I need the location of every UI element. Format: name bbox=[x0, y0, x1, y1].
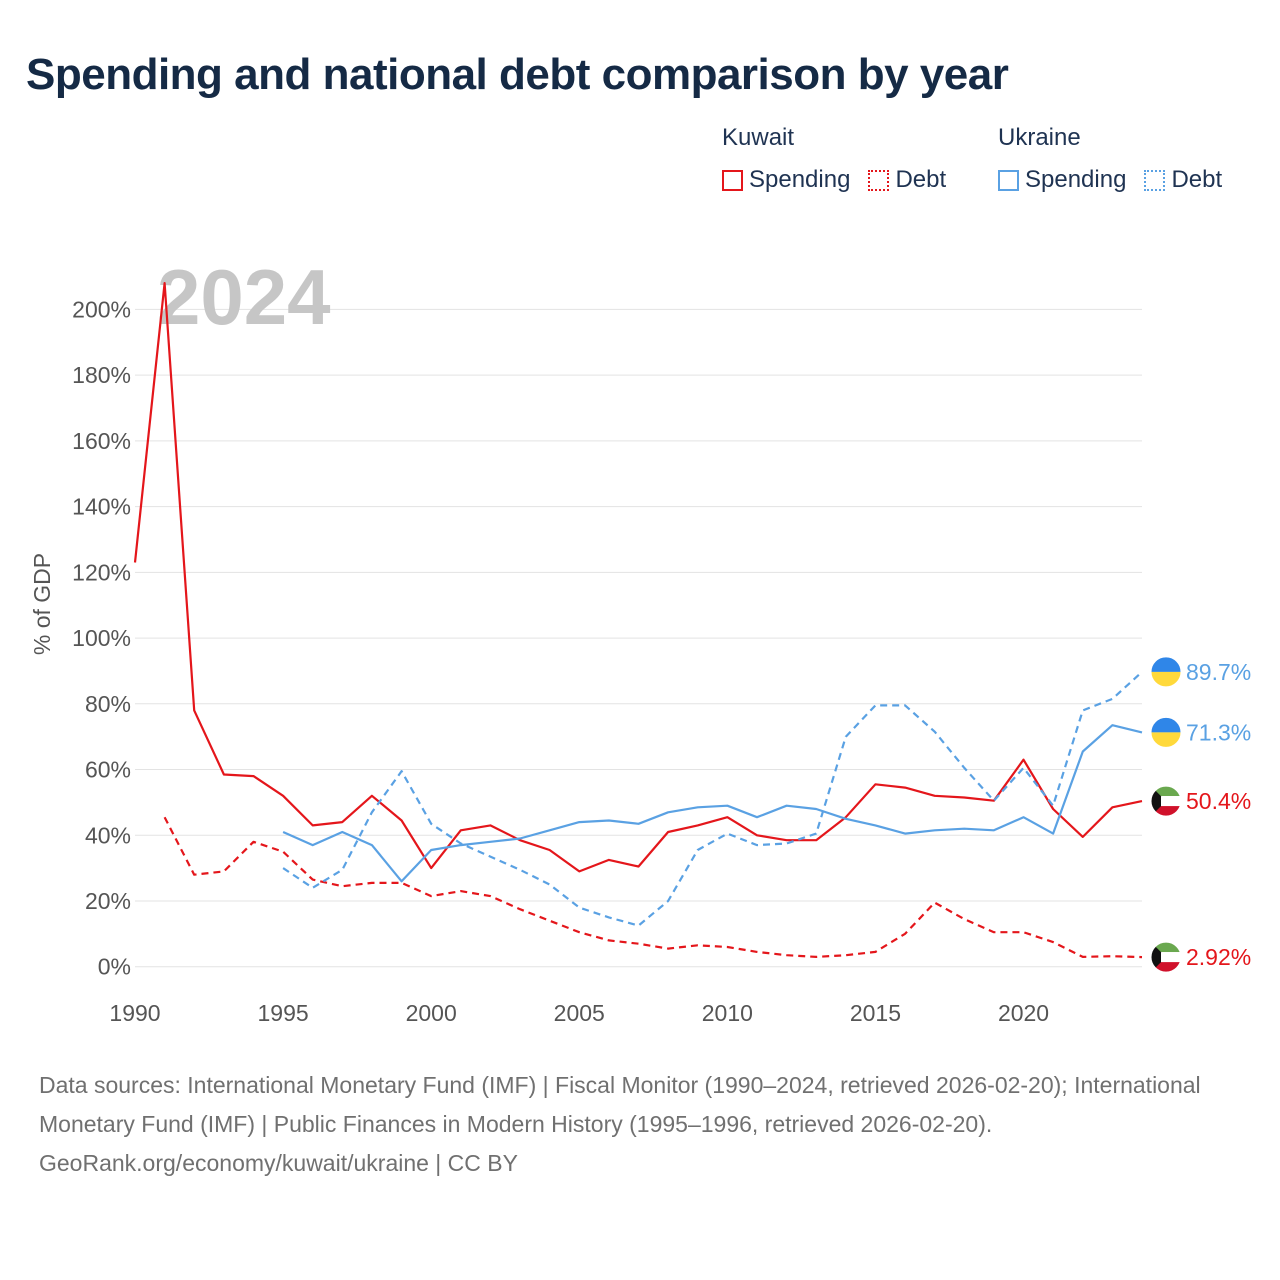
x-tick-label: 2020 bbox=[998, 1000, 1049, 1026]
flag-kuwait-icon bbox=[1150, 941, 1182, 973]
year-watermark: 2024 bbox=[157, 253, 331, 341]
legend-swatch-solid-red bbox=[722, 169, 743, 191]
y-tick-label: 40% bbox=[85, 822, 131, 848]
y-tick-label: 60% bbox=[85, 757, 131, 783]
x-tick-label: 1990 bbox=[109, 1000, 160, 1026]
flag-ring bbox=[1150, 941, 1182, 973]
flag-body bbox=[1151, 656, 1181, 687]
legend-country-kuwait: Kuwait bbox=[722, 124, 795, 151]
legend-ukraine-spending[interactable]: Spending bbox=[998, 166, 1126, 194]
y-tick-label: 100% bbox=[72, 625, 131, 651]
y-tick-label: 20% bbox=[85, 888, 131, 914]
legend-kuwait: Kuwait Spending Debt bbox=[722, 124, 964, 194]
series-line-kuwait-spending bbox=[133, 282, 1143, 873]
footer: Data sources: International Monetary Fun… bbox=[39, 1066, 1239, 1183]
series-line-ukraine-debt bbox=[282, 671, 1143, 927]
y-tick-label: 180% bbox=[72, 362, 131, 388]
flag-band bbox=[1151, 942, 1181, 953]
flag-ukraine-icon bbox=[1150, 656, 1182, 688]
legend-label: Debt bbox=[895, 166, 947, 193]
flag-ring bbox=[1150, 656, 1182, 688]
flag-ring bbox=[1150, 785, 1182, 817]
legend-swatch-dotted-red bbox=[868, 169, 890, 191]
x-tick-label: 2005 bbox=[554, 1000, 605, 1026]
flag-band bbox=[1151, 656, 1181, 672]
legend-label: Debt bbox=[1171, 166, 1223, 193]
chart-title: Spending and national debt comparison by… bbox=[26, 50, 1009, 99]
flag-band bbox=[1151, 796, 1181, 807]
x-tick-label: 2000 bbox=[406, 1000, 457, 1026]
y-tick-label: 0% bbox=[98, 954, 131, 980]
flag-band bbox=[1151, 717, 1181, 733]
flag-band bbox=[1151, 806, 1181, 817]
end-value-label: 89.7% bbox=[1186, 659, 1251, 685]
legend-ukraine: Ukraine Spending Debt bbox=[998, 124, 1240, 194]
legend-kuwait-debt[interactable]: Debt bbox=[868, 166, 946, 194]
legend-label: Spending bbox=[1025, 166, 1127, 193]
y-tick-label: 200% bbox=[72, 296, 131, 322]
flag-band bbox=[1151, 786, 1181, 797]
flag-body bbox=[1151, 717, 1181, 748]
y-axis-label: % of GDP bbox=[29, 553, 55, 655]
x-tick-label: 1995 bbox=[258, 1000, 309, 1026]
legend-ukraine-debt[interactable]: Debt bbox=[1144, 166, 1222, 194]
legend-country-ukraine: Ukraine bbox=[998, 124, 1081, 151]
x-tick-label: 2015 bbox=[850, 1000, 901, 1026]
end-value-label: 71.3% bbox=[1186, 719, 1251, 745]
flag-kuwait-icon bbox=[1150, 785, 1182, 817]
credit-line: GeoRank.org/economy/kuwait/ukraine | CC … bbox=[39, 1150, 518, 1176]
legend-kuwait-spending[interactable]: Spending bbox=[722, 166, 850, 194]
flag-band bbox=[1151, 732, 1181, 748]
end-value-label: 2.92% bbox=[1186, 944, 1251, 970]
series-line-kuwait-debt bbox=[163, 816, 1143, 959]
y-tick-label: 140% bbox=[72, 494, 131, 520]
data-sources: Data sources: International Monetary Fun… bbox=[39, 1072, 1201, 1137]
y-tick-label: 80% bbox=[85, 691, 131, 717]
y-tick-label: 120% bbox=[72, 559, 131, 585]
legend-label: Spending bbox=[749, 166, 851, 193]
series-line-ukraine-spending bbox=[282, 724, 1143, 883]
x-tick-label: 2010 bbox=[702, 1000, 753, 1026]
legend-swatch-dotted-blue bbox=[1144, 169, 1166, 191]
end-value-label: 50.4% bbox=[1186, 788, 1251, 814]
flag-band bbox=[1151, 962, 1181, 973]
flag-band bbox=[1151, 671, 1181, 687]
line-chart: 2024 0% 20% 40% 60% 80% 100% 120% 140% 160% 180% 20… bbox=[29, 253, 1251, 1026]
flag-band bbox=[1151, 952, 1181, 963]
flag-ukraine-icon bbox=[1150, 716, 1182, 748]
legend-swatch-solid-blue bbox=[998, 169, 1019, 191]
flag-ring bbox=[1150, 716, 1182, 748]
y-tick-label: 160% bbox=[72, 428, 131, 454]
